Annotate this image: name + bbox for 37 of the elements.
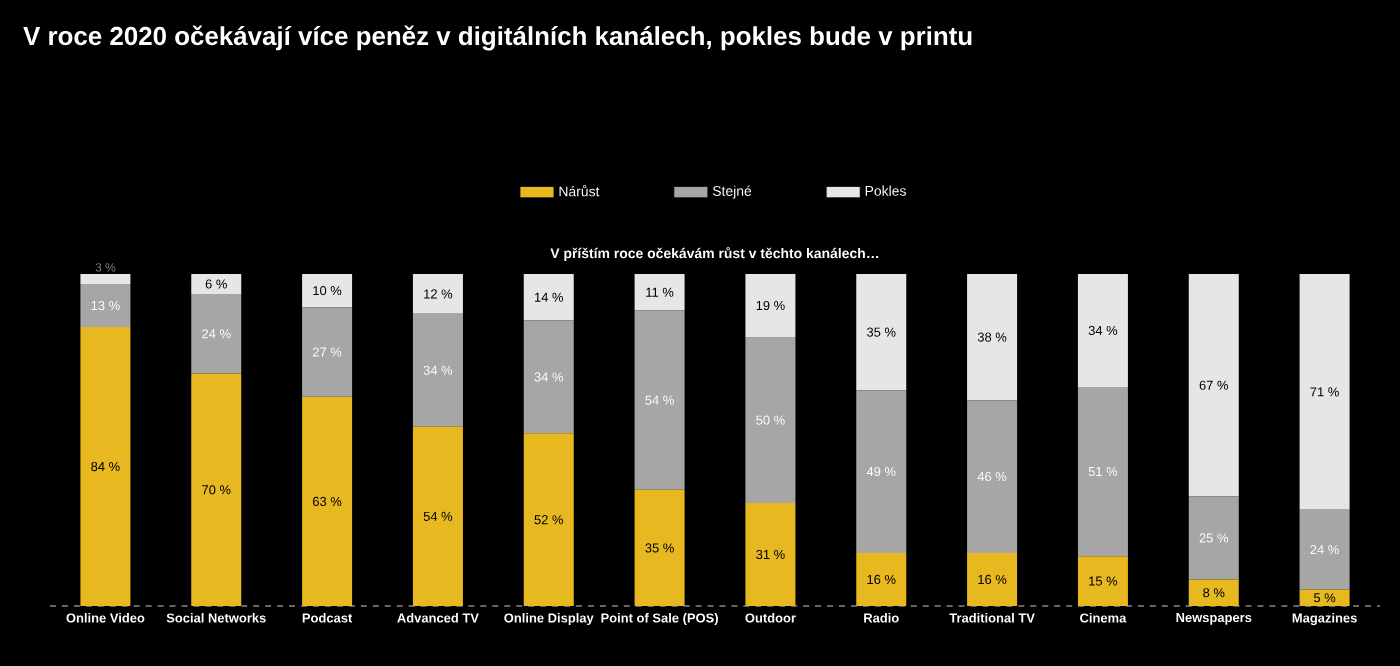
bar — [634, 310, 685, 490]
bar — [412, 426, 463, 606]
bar — [80, 283, 131, 328]
bar — [967, 274, 1018, 401]
bar — [523, 274, 574, 321]
bar — [523, 433, 574, 606]
bar — [856, 390, 907, 553]
bar — [634, 489, 685, 606]
bar — [191, 373, 242, 606]
bar — [856, 552, 907, 606]
bar — [745, 337, 796, 504]
bar — [1188, 274, 1239, 497]
bar — [745, 503, 796, 606]
bar — [1188, 579, 1239, 606]
bar — [1077, 386, 1128, 557]
bar — [1077, 274, 1128, 387]
bar — [967, 400, 1018, 553]
bar — [80, 274, 131, 284]
bar — [302, 274, 353, 308]
bar — [302, 396, 353, 606]
bar — [1299, 274, 1350, 510]
bar — [412, 274, 463, 314]
bar — [967, 552, 1018, 606]
bar — [412, 313, 463, 427]
bar — [634, 274, 685, 311]
chart-title: V roce 2020 očekávají více peněz v digitálních kanálech, pokles bude v printu — [23, 25, 972, 51]
bar — [302, 307, 353, 397]
bar — [745, 274, 796, 338]
bar — [1077, 556, 1128, 606]
bar — [1188, 496, 1239, 580]
bar — [191, 274, 242, 294]
bar — [1299, 509, 1350, 590]
bar — [523, 320, 574, 434]
bar — [80, 327, 131, 606]
bar — [1299, 589, 1350, 606]
bar — [856, 274, 907, 391]
bar — [191, 293, 242, 374]
